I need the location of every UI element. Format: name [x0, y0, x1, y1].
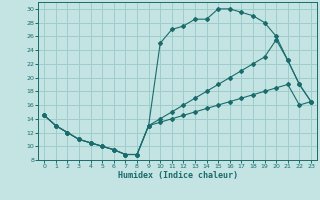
- X-axis label: Humidex (Indice chaleur): Humidex (Indice chaleur): [118, 171, 238, 180]
